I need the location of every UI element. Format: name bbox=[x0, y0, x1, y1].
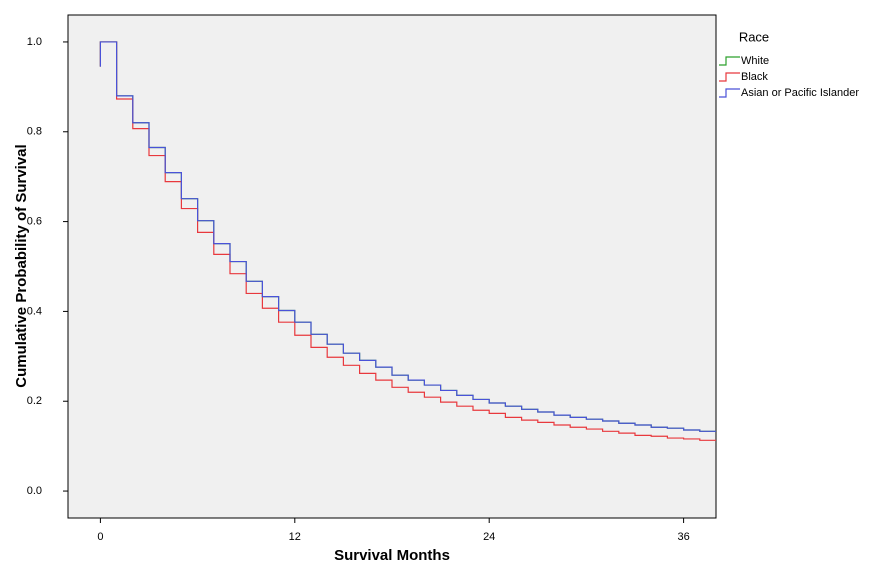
y-tick-label: 0.0 bbox=[27, 485, 42, 497]
legend-title: Race bbox=[739, 29, 769, 44]
y-tick-label: 0.6 bbox=[27, 215, 42, 227]
legend-swatch bbox=[719, 72, 740, 82]
y-tick-label: 0.4 bbox=[27, 305, 42, 317]
legend-swatch bbox=[719, 56, 740, 66]
y-tick-label: 0.8 bbox=[27, 126, 42, 138]
x-tick-label: 24 bbox=[483, 531, 495, 543]
survival-line bbox=[99, 41, 716, 441]
plot-area bbox=[67, 14, 717, 519]
x-axis-title: Survival Months bbox=[334, 547, 450, 564]
x-tick-label: 12 bbox=[289, 531, 301, 543]
survival-line bbox=[99, 41, 716, 432]
legend-label: Asian or Pacific Islander bbox=[741, 87, 859, 99]
x-tick-label: 0 bbox=[97, 531, 103, 543]
y-tick-label: 1.0 bbox=[27, 36, 42, 48]
x-tick-label: 36 bbox=[677, 531, 689, 543]
y-tick-label: 0.2 bbox=[27, 395, 42, 407]
legend-label: Black bbox=[741, 71, 768, 83]
legend-swatch bbox=[719, 88, 740, 98]
legend-label: White bbox=[741, 55, 769, 67]
y-axis-title: Cumulative Probability of Survival bbox=[13, 144, 30, 387]
